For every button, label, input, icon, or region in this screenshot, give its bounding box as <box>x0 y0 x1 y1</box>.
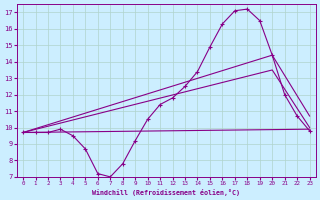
X-axis label: Windchill (Refroidissement éolien,°C): Windchill (Refroidissement éolien,°C) <box>92 189 240 196</box>
